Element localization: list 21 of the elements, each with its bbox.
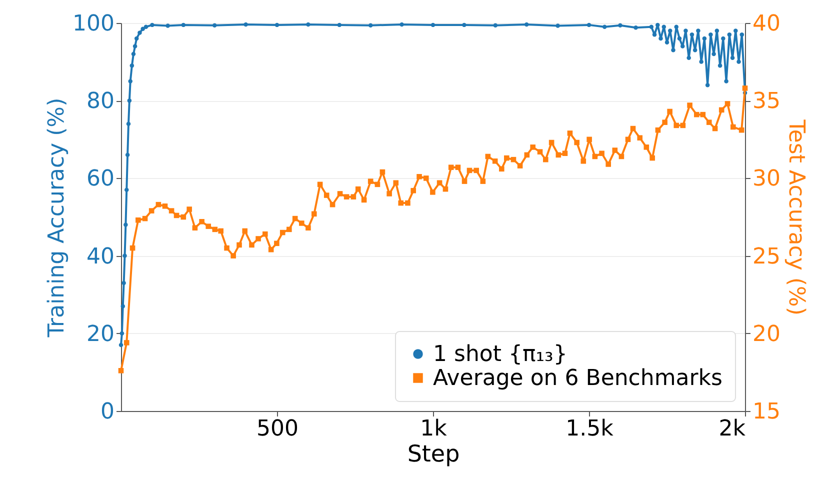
y-axis-title: Training Accuracy (%)	[44, 98, 70, 338]
y-tick-label: 20	[86, 322, 114, 347]
y-tick-label: 80	[86, 89, 114, 114]
x-tick-label: 1k	[420, 416, 448, 442]
y-tick-label: 60	[86, 166, 114, 192]
x-tick-label: 500	[256, 416, 298, 442]
y2-tick-label: 25	[752, 244, 780, 270]
x-axis-title: Step	[407, 442, 460, 468]
x-tick-label: 2k	[718, 416, 746, 442]
y-tick-label: 40	[86, 244, 114, 270]
y2-tick-label: 15	[752, 400, 780, 424]
y2-tick-label: 40	[752, 12, 780, 36]
legend-label: 1 shot {π₁₃}	[433, 342, 568, 367]
x-tick-label: 1.5k	[566, 416, 614, 442]
y2-tick-label: 35	[752, 89, 780, 114]
y2-tick-label: 20	[752, 322, 780, 347]
y2-axis-title: Test Accuracy (%)	[783, 118, 808, 316]
y2-tick-label: 30	[752, 166, 780, 192]
legend-label: Average on 6 Benchmarks	[433, 366, 722, 391]
y-tick-label: 100	[72, 12, 114, 36]
y-tick-label: 0	[100, 400, 114, 424]
